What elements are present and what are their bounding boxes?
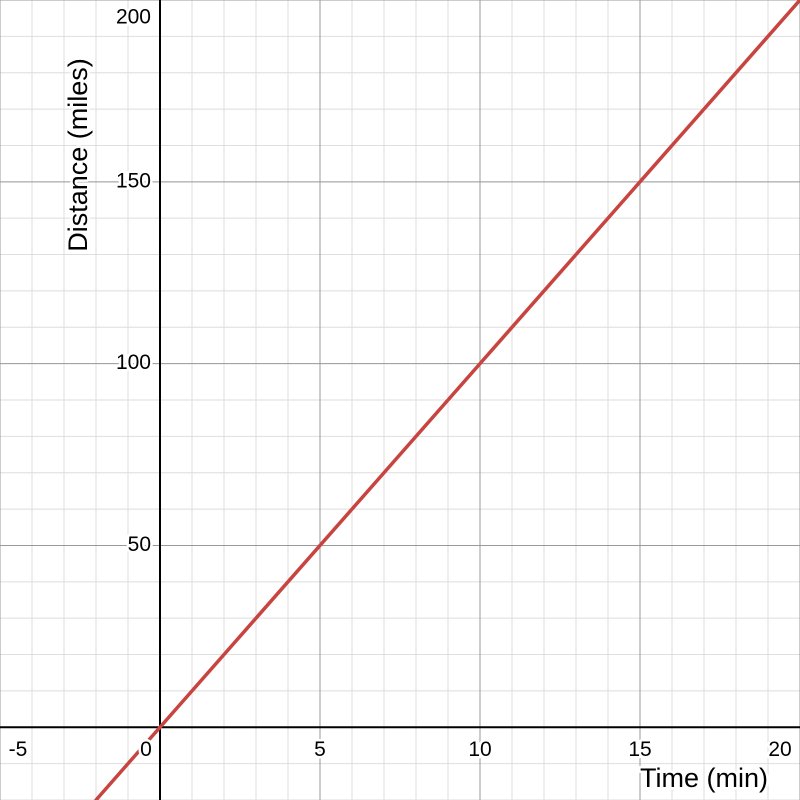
y-tick-label: 100 (116, 351, 151, 374)
y-axis-label: Distance (miles) (63, 58, 93, 252)
labels: Time (min) Distance (miles) -5 0 5 10 15 20 50… (6, 3, 794, 796)
x-axis-label: Time (min) (640, 763, 768, 793)
x-tick-label: 10 (468, 738, 491, 761)
y-tick-label: 200 (116, 6, 151, 29)
x-tick-label: -5 (9, 738, 28, 761)
y-tick-label: 150 (116, 169, 151, 192)
y-tick-label: 50 (128, 533, 151, 556)
x-tick-label: 15 (628, 738, 651, 761)
x-tick-label: 5 (314, 738, 326, 761)
x-tick-label: 20 (768, 738, 791, 761)
x-tick-label: 0 (140, 738, 152, 761)
data-line (94, 0, 800, 800)
plot (94, 0, 800, 800)
